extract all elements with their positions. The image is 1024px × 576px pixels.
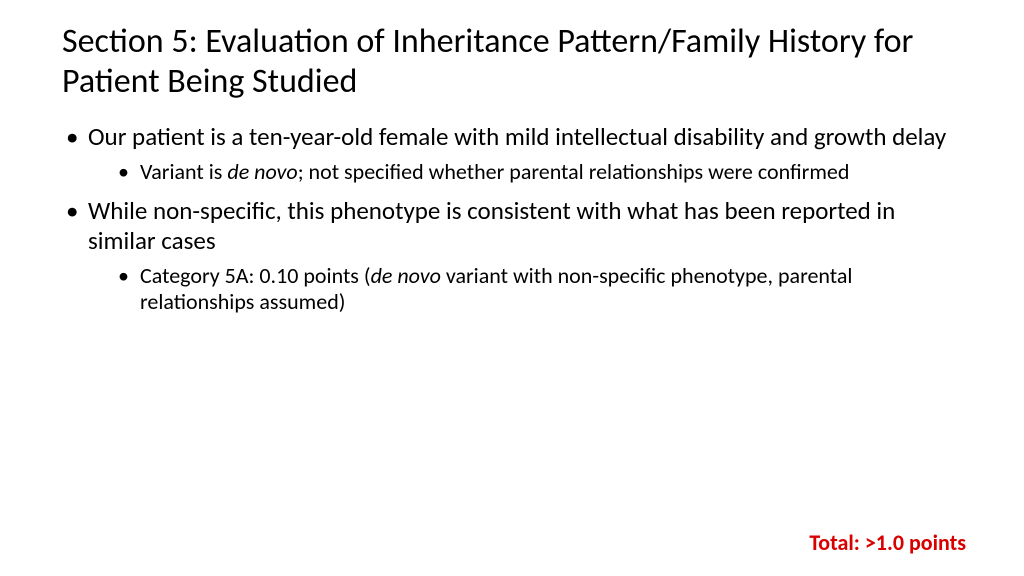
bullet-2a: Category 5A: 0.10 points (de novo varian… — [88, 263, 962, 317]
slide-body: Our patient is a ten-year-old female wit… — [62, 122, 962, 316]
bullet-1a: Variant is de novo; not specified whethe… — [88, 159, 962, 186]
bullet-2-text: While non-specific, this phenotype is co… — [88, 195, 895, 257]
bullet-1a-italic: de novo — [227, 158, 297, 185]
bullet-1a-post: ; not specified whether parental relatio… — [298, 158, 850, 185]
sub-list-2: Category 5A: 0.10 points (de novo varian… — [88, 263, 962, 317]
bullet-2a-pre: Category 5A: 0.10 points ( — [140, 262, 371, 289]
sub-list-1: Variant is de novo; not specified whethe… — [88, 159, 962, 186]
bullet-1: Our patient is a ten-year-old female wit… — [62, 122, 962, 185]
bullet-2: While non-specific, this phenotype is co… — [62, 196, 962, 317]
bullet-1a-pre: Variant is — [140, 158, 227, 185]
total-points: Total: >1.0 points — [809, 529, 966, 556]
slide: Section 5: Evaluation of Inheritance Pat… — [0, 0, 1024, 576]
bullet-list: Our patient is a ten-year-old female wit… — [62, 122, 962, 316]
bullet-1-text: Our patient is a ten-year-old female wit… — [88, 121, 946, 152]
slide-title: Section 5: Evaluation of Inheritance Pat… — [62, 22, 962, 102]
bullet-2a-italic: de novo — [371, 262, 441, 289]
